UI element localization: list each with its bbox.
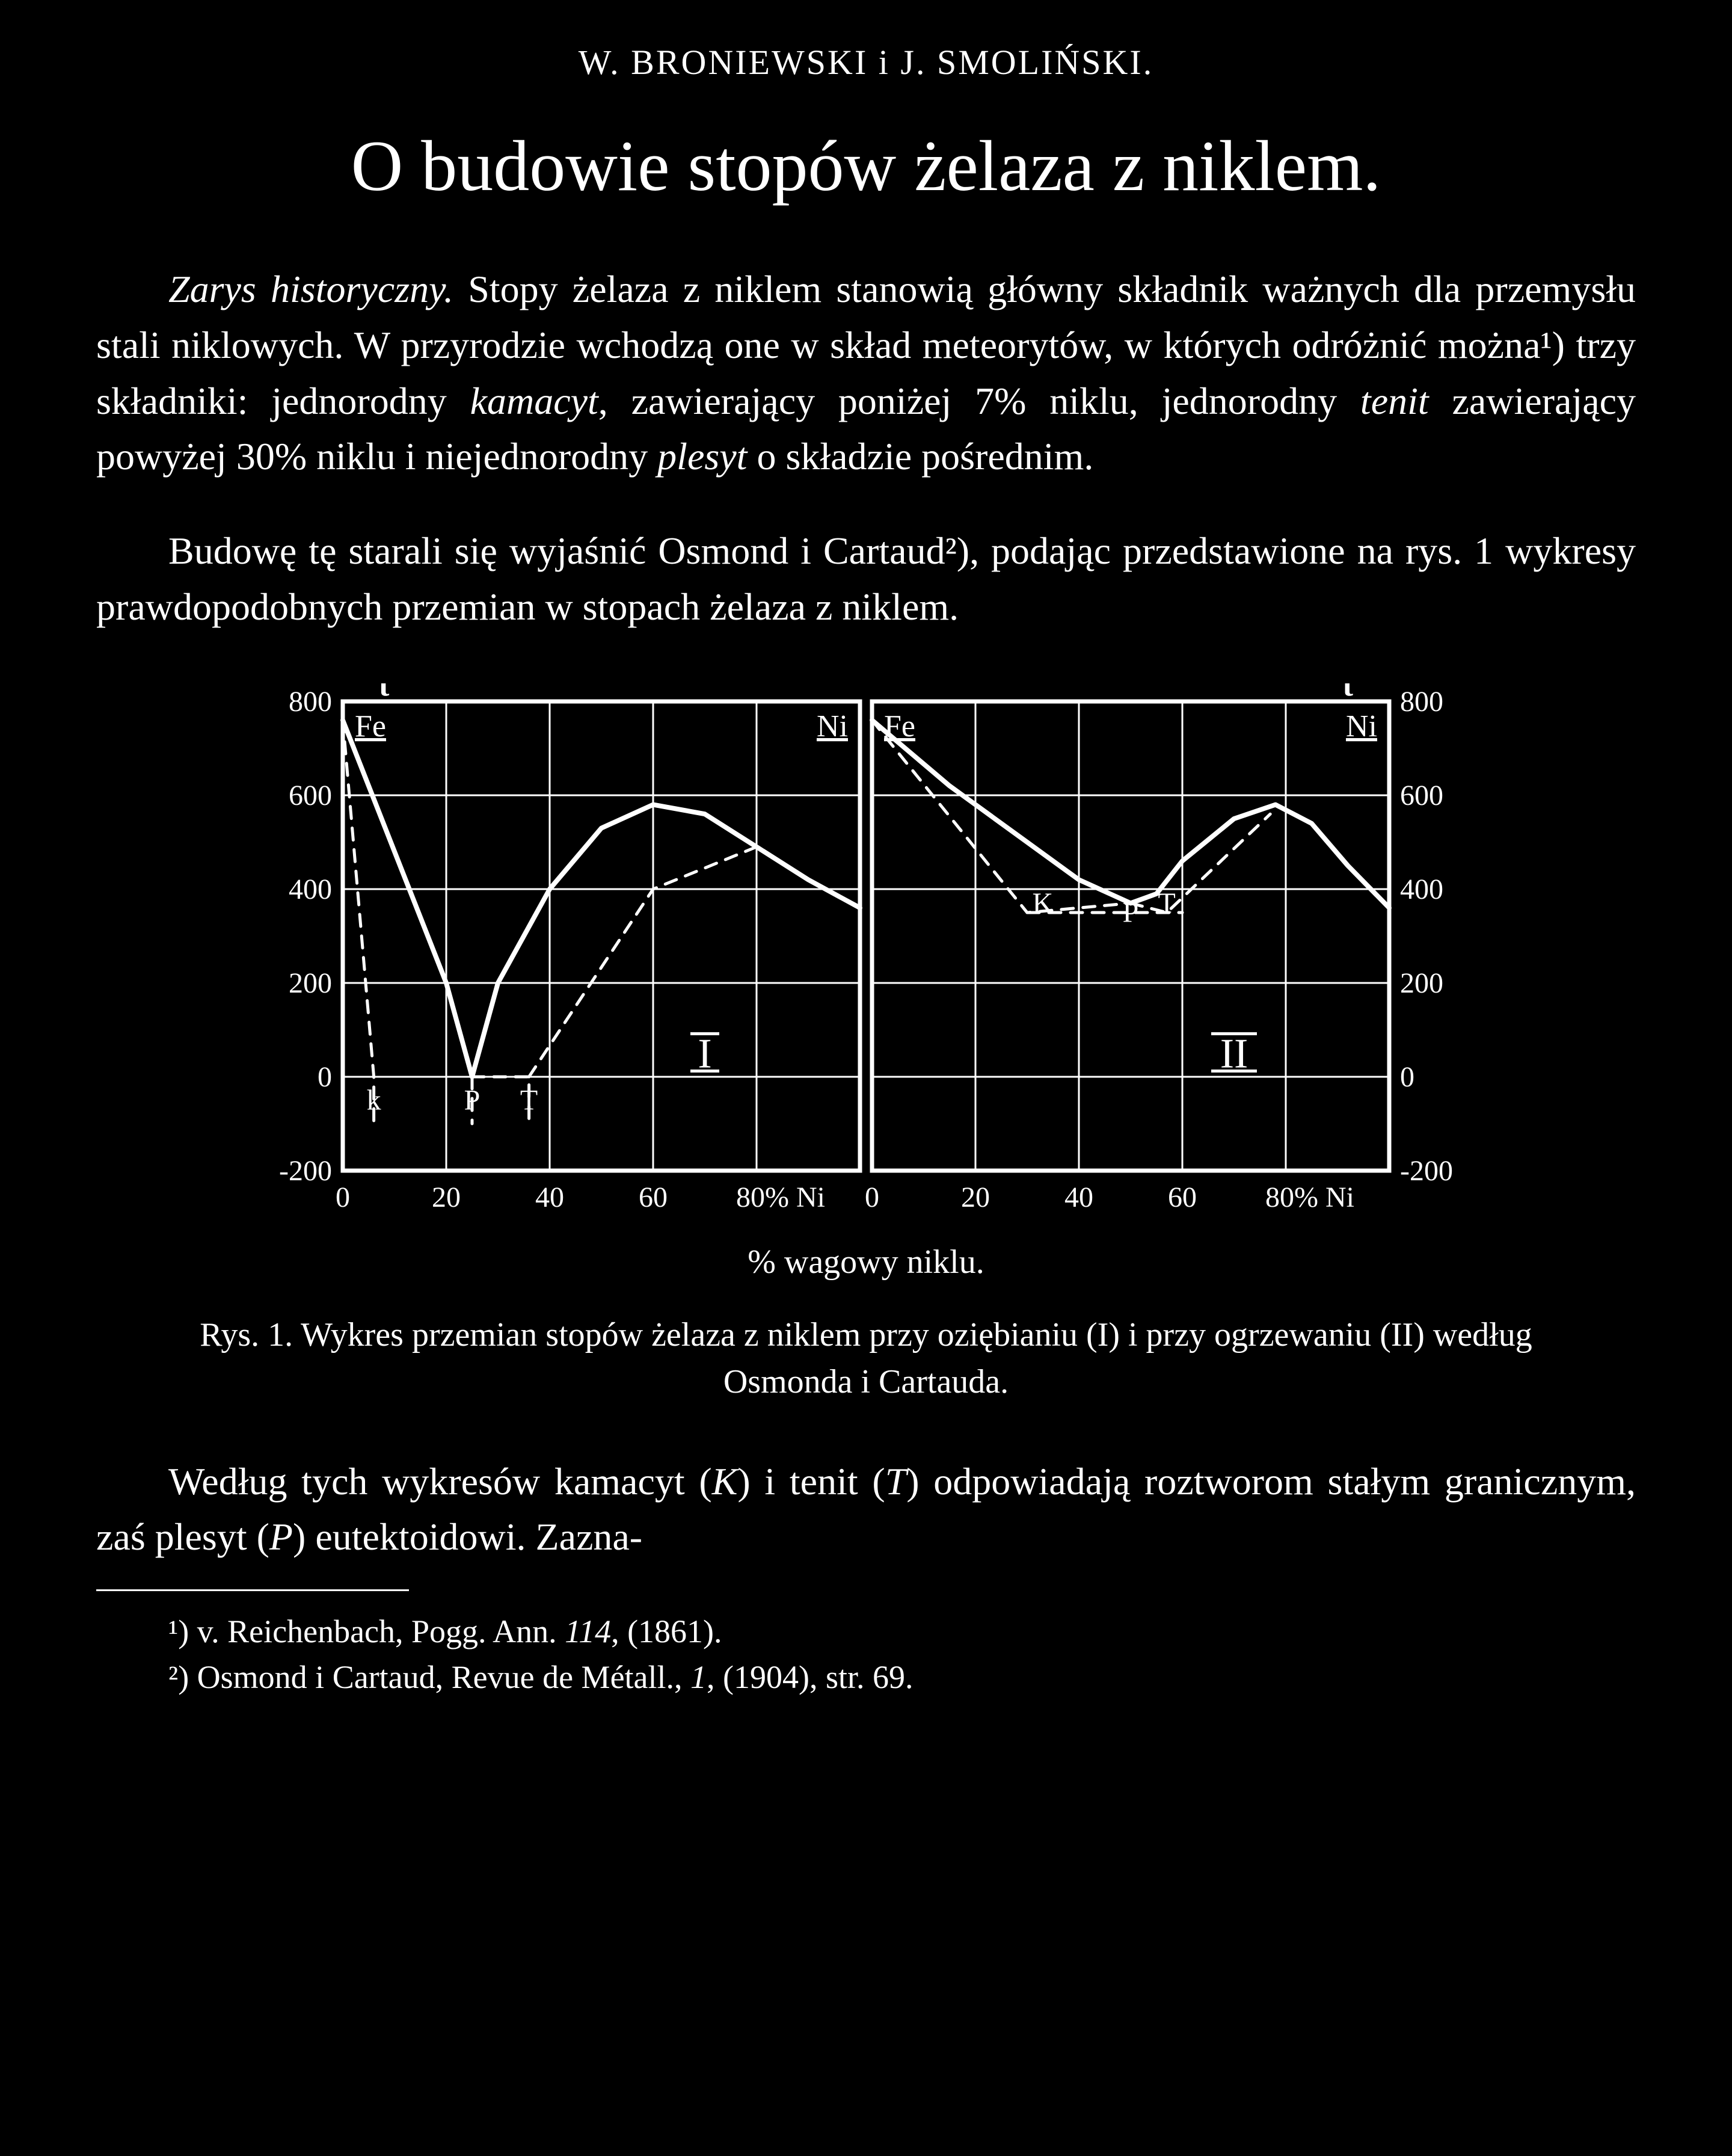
figure-caption: Rys. 1. Wykres przemian stopów żelaza z …: [96, 1311, 1636, 1406]
para1-d: , zawierający poniżej 7% niklu, jednorod…: [598, 380, 1360, 422]
para3-g: ) eutektoidowi. Zazna-: [293, 1515, 642, 1558]
para1-lead: Zarys historyczny.: [168, 268, 453, 310]
fn2-a: ²) Osmond i Cartaud, Revue de Métall.,: [168, 1659, 690, 1695]
chart-svg: FeNitIkPT020406080% NiFeNitIIKPT02040608…: [241, 683, 1491, 1225]
fn1-c: , (1861).: [611, 1613, 722, 1649]
svg-text:P: P: [464, 1084, 481, 1116]
svg-text:20: 20: [432, 1181, 461, 1213]
svg-text:40: 40: [1064, 1181, 1093, 1213]
svg-text:200: 200: [289, 967, 332, 999]
svg-text:Ni: Ni: [817, 709, 848, 744]
svg-text:0: 0: [865, 1181, 879, 1213]
footnote-rule: [96, 1589, 409, 1591]
svg-text:0: 0: [318, 1061, 332, 1093]
svg-text:400: 400: [1400, 873, 1443, 905]
para1-e: tenit: [1360, 380, 1429, 422]
svg-text:t: t: [1343, 683, 1354, 703]
paragraph-2: Budowę tę starali się wyjaśnić Osmond i …: [96, 523, 1636, 635]
svg-text:600: 600: [1400, 780, 1443, 812]
svg-text:Ni: Ni: [1346, 709, 1377, 744]
figure-1: FeNitIkPT020406080% NiFeNitIIKPT02040608…: [96, 683, 1636, 1299]
para3-b: K: [712, 1460, 738, 1503]
svg-text:-200: -200: [279, 1155, 332, 1187]
svg-text:80% Ni: 80% Ni: [736, 1181, 825, 1213]
svg-text:K: K: [1032, 887, 1053, 919]
para1-h: o składzie pośrednim.: [747, 435, 1093, 478]
svg-text:k: k: [367, 1084, 381, 1116]
paragraph-3: Według tych wykresów kamacyt (K) i tenit…: [96, 1454, 1636, 1566]
x-axis-caption: % wagowy niklu.: [748, 1243, 984, 1281]
svg-text:20: 20: [961, 1181, 990, 1213]
svg-text:-200: -200: [1400, 1155, 1453, 1187]
para3-c: ) i tenit (: [737, 1460, 885, 1503]
para3-f: P: [269, 1515, 293, 1558]
authors-line: W. BRONIEWSKI i J. SMOLIŃSKI.: [96, 42, 1636, 82]
svg-text:T: T: [520, 1084, 538, 1116]
footnote-2: ²) Osmond i Cartaud, Revue de Métall., 1…: [96, 1655, 1636, 1701]
svg-text:Fe: Fe: [355, 709, 386, 744]
svg-text:200: 200: [1400, 967, 1443, 999]
fn2-b: 1: [690, 1659, 707, 1695]
para1-c: kamacyt: [470, 380, 598, 422]
para3-a: Według tych wykresów kamacyt (: [168, 1460, 712, 1503]
footnote-1: ¹) v. Reichenbach, Pogg. Ann. 114, (1861…: [96, 1609, 1636, 1655]
svg-text:60: 60: [1168, 1181, 1197, 1213]
svg-text:t: t: [379, 683, 390, 703]
fn2-c: , (1904), str. 69.: [707, 1659, 914, 1695]
svg-text:T: T: [1158, 887, 1176, 919]
svg-text:400: 400: [289, 873, 332, 905]
svg-text:0: 0: [1400, 1061, 1414, 1093]
svg-text:60: 60: [639, 1181, 668, 1213]
para1-g: plesyt: [657, 435, 747, 478]
svg-text:600: 600: [289, 780, 332, 812]
page-title: O budowie stopów żelaza z niklem.: [96, 125, 1636, 208]
paragraph-1: Zarys historyczny. Stopy żelaza z niklem…: [96, 262, 1636, 485]
svg-text:0: 0: [336, 1181, 350, 1213]
fn1-b: 114: [565, 1613, 611, 1649]
para3-d: T: [885, 1460, 907, 1503]
fn1-a: ¹) v. Reichenbach, Pogg. Ann.: [168, 1613, 565, 1649]
svg-text:80% Ni: 80% Ni: [1265, 1181, 1354, 1213]
svg-text:Fe: Fe: [884, 709, 915, 744]
svg-text:P: P: [1123, 896, 1139, 928]
svg-text:800: 800: [1400, 686, 1443, 718]
svg-text:40: 40: [535, 1181, 564, 1213]
svg-text:800: 800: [289, 686, 332, 718]
